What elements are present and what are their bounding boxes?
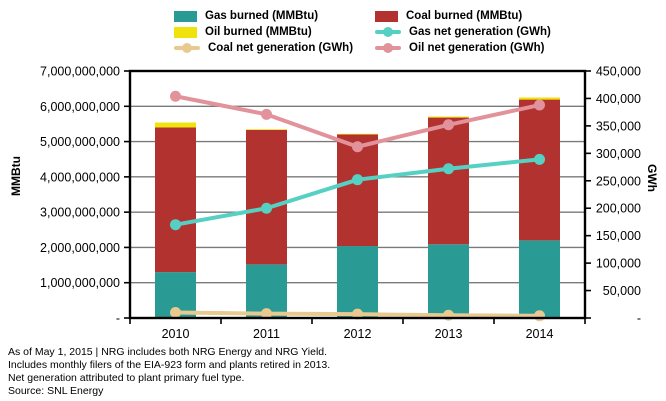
legend-item-gas-burned: Gas burned (MMBtu) — [174, 8, 353, 24]
right-axis-tick-label: 250,000 — [596, 174, 641, 188]
marker-oil-net-generation — [534, 99, 545, 111]
left-axis-tick-label: 3,000,000,000 — [40, 206, 120, 220]
right-axis-tick-label: 450,000 — [596, 65, 641, 79]
marker-oil-net-generation — [261, 108, 272, 120]
marker-oil-net-generation — [170, 90, 181, 102]
marker-gas-net-generation — [261, 202, 272, 214]
marker-gas-net-generation — [352, 174, 363, 186]
marker-coal-net-generation — [534, 310, 545, 322]
bar-segment-coal-burned — [428, 117, 469, 245]
legend-label-coal-net-generation: Coal net generation (GWh) — [208, 42, 354, 54]
right-axis-tick-label: - — [637, 312, 641, 326]
marker-oil-net-generation — [443, 119, 454, 131]
bar-segment-oil-burned — [337, 133, 378, 135]
legend-column-left: Gas burned (MMBtu) Oil burned (MMBtu) Co… — [174, 8, 353, 56]
left-axis-title: MMBtu — [9, 156, 23, 196]
bar-segment-coal-burned — [246, 129, 287, 265]
right-axis-title: GWh — [645, 164, 659, 192]
legend-item-oil-net-generation: Oil net generation (GWh) — [375, 40, 551, 56]
marker-oil-net-generation — [352, 141, 363, 153]
left-axis-tick-label: 6,000,000,000 — [40, 100, 120, 114]
bar-segment-oil-burned — [519, 97, 560, 100]
bar-segment-coal-burned — [519, 99, 560, 241]
marker-coal-net-generation — [261, 308, 272, 320]
oil-net-generation-line-icon — [375, 43, 401, 53]
left-axis-tick-label: 7,000,000,000 — [40, 65, 120, 79]
bar-segment-oil-burned — [155, 122, 196, 128]
marker-gas-net-generation — [534, 153, 545, 165]
left-axis-tick-label: 1,000,000,000 — [40, 276, 120, 290]
bars-gas-burned — [155, 240, 560, 318]
coal-net-generation-line-icon — [174, 43, 200, 53]
right-axis-tick-label: 150,000 — [596, 229, 641, 243]
left-axis-tick-label: 5,000,000,000 — [40, 135, 120, 149]
left-axis-tick-label: 2,000,000,000 — [40, 241, 120, 255]
bar-segment-coal-burned — [337, 134, 378, 247]
chart-legend: Gas burned (MMBtu) Oil burned (MMBtu) Co… — [0, 8, 666, 64]
x-axis-tick-label: 2013 — [435, 327, 463, 341]
coal-burned-swatch-icon — [375, 10, 398, 22]
x-axis-tick-label: 2010 — [162, 327, 190, 341]
footnote-line: Includes monthly filers of the EIA-923 f… — [8, 359, 331, 371]
gas-burned-swatch-icon — [174, 10, 197, 22]
right-axis-tick-label: 200,000 — [596, 202, 641, 216]
legend-item-gas-net-generation: Gas net generation (GWh) — [375, 24, 551, 40]
legend-label-coal-burned: Coal burned (MMBtu) — [406, 10, 523, 22]
footnote-line: Net generation attributed to plant prima… — [8, 372, 245, 384]
legend-label-oil-net-generation: Oil net generation (GWh) — [409, 42, 545, 54]
footnotes: As of May 1, 2015 | NRG includes both NR… — [8, 346, 330, 398]
oil-burned-swatch-icon — [174, 26, 197, 38]
bar-segment-oil-burned — [246, 129, 287, 130]
right-axis-tick-label: 100,000 — [596, 257, 641, 271]
legend-label-gas-burned: Gas burned (MMBtu) — [205, 10, 319, 22]
plot-border — [128, 69, 587, 320]
right-axis-tick-label: 300,000 — [596, 147, 641, 161]
combo-chart: - 1,000,000,000 2,000,000,000 3,000,000,000… — [40, 65, 641, 342]
x-axis-tick-label: 2012 — [344, 327, 372, 341]
legend-item-coal-burned: Coal burned (MMBtu) — [375, 8, 551, 24]
right-axis-tick-label: 350,000 — [596, 119, 641, 133]
bar-segment-coal-burned — [155, 127, 196, 273]
bar-segment-oil-burned — [428, 116, 469, 118]
axis-ticks-labels: - 1,000,000,000 2,000,000,000 3,000,000,000… — [40, 65, 641, 342]
bar-segment-gas-burned — [519, 240, 560, 318]
gas-net-generation-line-icon — [375, 27, 401, 37]
legend-label-oil-burned: Oil burned (MMBtu) — [205, 26, 312, 38]
bars-coal-burned — [155, 99, 560, 273]
line-oil-net-generation — [170, 90, 545, 153]
marker-gas-net-generation — [170, 219, 181, 231]
bars-oil-burned — [155, 97, 560, 135]
left-axis-tick-label: - — [116, 312, 120, 326]
right-axis-tick-label: 400,000 — [596, 92, 641, 106]
bar-segment-gas-burned — [337, 246, 378, 318]
footnote-line: As of May 1, 2015 | NRG includes both NR… — [8, 346, 328, 358]
marker-gas-net-generation — [443, 163, 454, 175]
bar-segment-gas-burned — [428, 244, 469, 318]
line-gas-net-generation — [170, 153, 545, 231]
legend-label-gas-net-generation: Gas net generation (GWh) — [409, 26, 551, 38]
right-axis-tick-label: 50,000 — [603, 284, 641, 298]
x-axis-tick-label: 2011 — [253, 327, 280, 341]
x-axis-tick-label: 2014 — [526, 327, 554, 341]
legend-item-oil-burned: Oil burned (MMBtu) — [174, 24, 353, 40]
footnote-line: Source: SNL Energy — [8, 385, 104, 397]
legend-item-coal-net-generation: Coal net generation (GWh) — [174, 40, 353, 56]
legend-column-right: Coal burned (MMBtu) Gas net generation (… — [375, 8, 551, 56]
marker-coal-net-generation — [170, 307, 181, 319]
left-axis-tick-label: 4,000,000,000 — [40, 170, 120, 184]
